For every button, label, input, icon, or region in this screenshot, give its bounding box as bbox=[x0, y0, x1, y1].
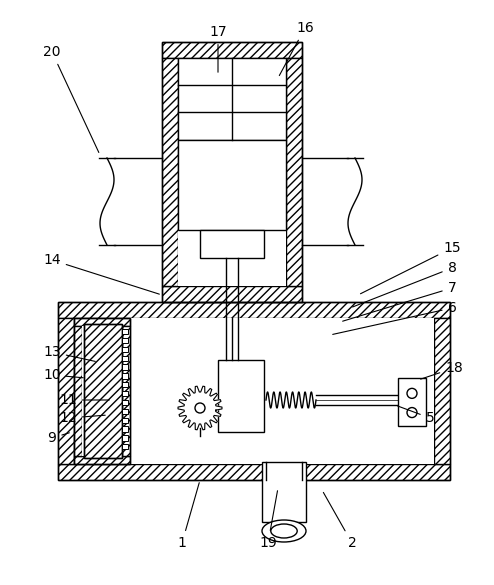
Bar bbox=[58, 302, 450, 480]
Ellipse shape bbox=[262, 520, 306, 542]
Bar bbox=[84, 324, 122, 458]
Text: 13: 13 bbox=[43, 345, 95, 362]
Circle shape bbox=[407, 408, 417, 418]
Text: 12: 12 bbox=[59, 411, 105, 425]
Text: 19: 19 bbox=[259, 491, 278, 550]
Bar bbox=[58, 318, 74, 464]
Bar bbox=[286, 58, 302, 286]
Bar bbox=[434, 318, 450, 464]
Bar bbox=[266, 464, 302, 480]
Bar bbox=[122, 391, 128, 396]
Bar bbox=[122, 364, 128, 370]
Bar bbox=[122, 356, 128, 361]
Text: 9: 9 bbox=[47, 431, 69, 445]
Text: 15: 15 bbox=[361, 241, 461, 294]
Bar bbox=[122, 418, 128, 423]
Bar bbox=[122, 373, 128, 378]
Bar bbox=[122, 409, 128, 414]
Bar bbox=[84, 324, 122, 458]
Bar bbox=[122, 400, 128, 405]
Bar bbox=[162, 58, 178, 286]
Bar bbox=[122, 426, 128, 432]
Bar bbox=[122, 444, 128, 449]
Text: 16: 16 bbox=[279, 21, 314, 75]
Text: 5: 5 bbox=[398, 406, 434, 425]
Bar bbox=[122, 382, 128, 387]
Text: 17: 17 bbox=[209, 25, 227, 72]
Bar bbox=[74, 326, 82, 456]
Bar bbox=[218, 360, 264, 432]
Text: 7: 7 bbox=[343, 281, 456, 321]
Bar bbox=[82, 326, 122, 456]
Bar bbox=[162, 42, 302, 302]
Text: 20: 20 bbox=[43, 45, 99, 153]
Bar bbox=[122, 338, 128, 343]
Circle shape bbox=[195, 403, 205, 413]
Bar bbox=[178, 58, 286, 286]
Text: 11: 11 bbox=[59, 393, 109, 407]
Text: 18: 18 bbox=[420, 361, 463, 379]
Text: 8: 8 bbox=[353, 261, 456, 307]
Bar bbox=[122, 347, 128, 352]
Bar bbox=[122, 435, 128, 441]
Bar bbox=[58, 302, 450, 318]
Bar bbox=[178, 140, 286, 230]
Text: 10: 10 bbox=[43, 368, 83, 382]
Bar bbox=[74, 456, 130, 464]
Bar bbox=[74, 318, 434, 464]
Bar bbox=[122, 329, 128, 334]
Text: 14: 14 bbox=[43, 253, 160, 294]
Bar bbox=[162, 286, 302, 302]
Bar bbox=[74, 318, 130, 464]
Ellipse shape bbox=[271, 524, 297, 538]
Text: 6: 6 bbox=[333, 301, 456, 335]
Bar bbox=[58, 464, 450, 480]
Circle shape bbox=[407, 388, 417, 398]
Bar bbox=[178, 58, 286, 140]
Bar bbox=[122, 326, 130, 456]
Polygon shape bbox=[178, 386, 222, 430]
Bar bbox=[398, 378, 426, 426]
Bar bbox=[262, 462, 306, 522]
Text: 1: 1 bbox=[177, 483, 199, 550]
Bar bbox=[200, 230, 264, 258]
Text: 2: 2 bbox=[324, 493, 356, 550]
Bar bbox=[74, 318, 130, 326]
Bar bbox=[162, 42, 302, 58]
